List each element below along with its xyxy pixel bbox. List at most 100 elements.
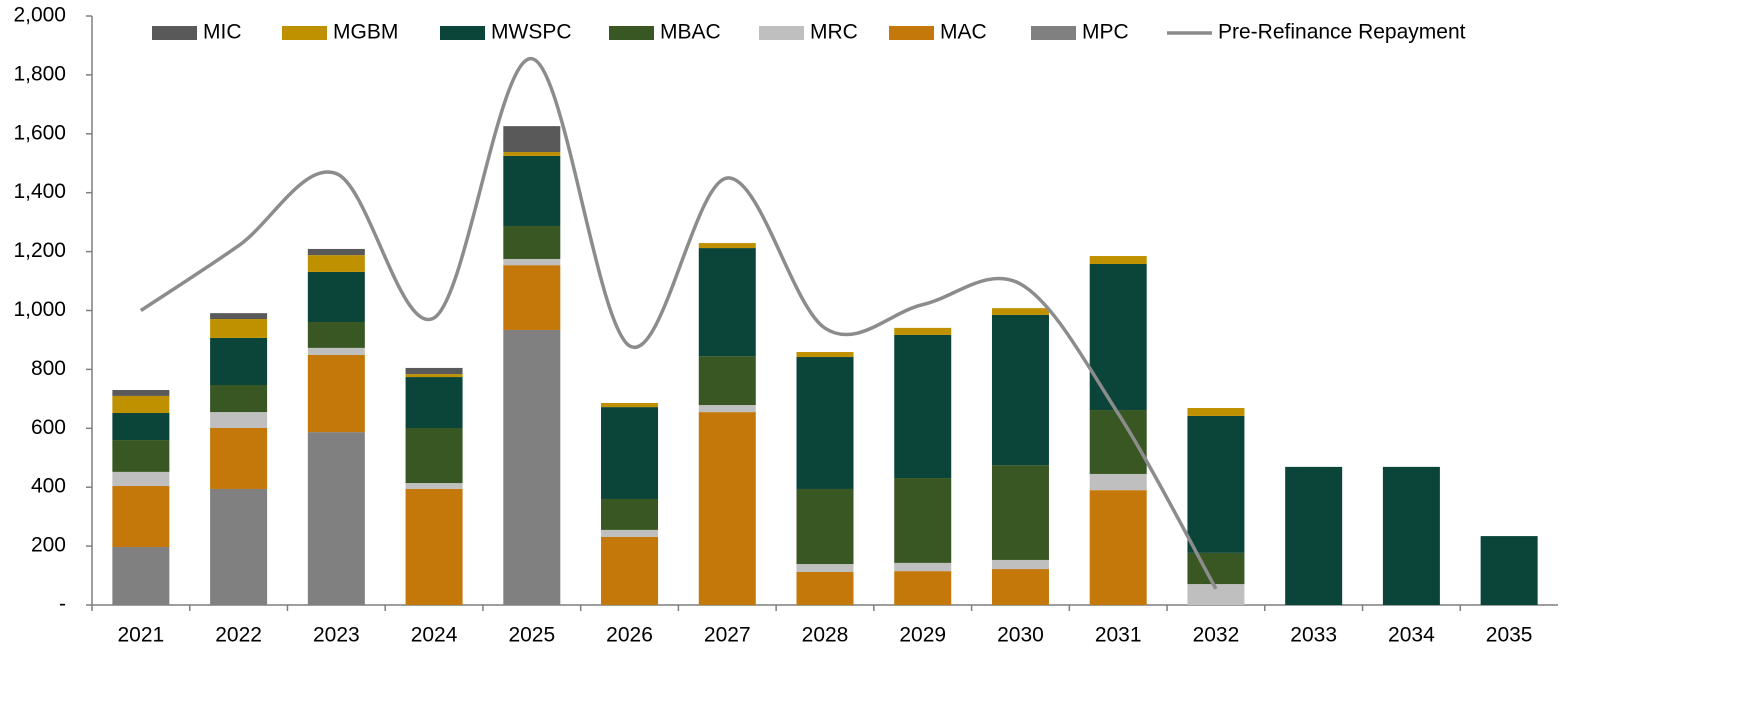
bar-segment: [894, 334, 952, 479]
bar-segment: [1382, 466, 1440, 605]
bar-segment: [698, 356, 756, 406]
legend-label: MRC: [810, 21, 858, 44]
y-tick-label: 1,000: [13, 298, 66, 321]
bar-segment: [307, 321, 365, 348]
bar-segment: [503, 126, 561, 153]
x-tick-label: 2030: [997, 624, 1044, 647]
x-tick-label: 2024: [411, 624, 458, 647]
y-tick-label: 2,000: [13, 4, 66, 27]
bar-segment: [307, 354, 365, 433]
bar-segment: [796, 488, 854, 565]
bar-segment: [1187, 407, 1245, 416]
bar-segment: [1089, 410, 1147, 474]
bar-segment: [601, 402, 659, 408]
bar-segment: [1089, 263, 1147, 411]
bar-segment: [991, 308, 1049, 315]
bar-segment: [210, 488, 268, 605]
bar-segment: [1187, 415, 1245, 553]
x-tick-label: 2021: [118, 624, 165, 647]
bar-segment: [503, 155, 561, 226]
x-tick-label: 2031: [1095, 624, 1142, 647]
bar-segment: [112, 412, 170, 441]
bar-segment: [601, 529, 659, 537]
legend-swatch: [759, 26, 804, 40]
y-tick-label: 800: [31, 357, 66, 380]
bar-segment: [307, 432, 365, 605]
bar-segment: [991, 314, 1049, 466]
bar-segment: [1480, 536, 1538, 605]
x-tick-label: 2026: [606, 624, 653, 647]
bar-segment: [991, 465, 1049, 560]
bar-segment: [601, 536, 659, 605]
bar-segment: [698, 405, 756, 413]
bar-segment: [1089, 490, 1147, 605]
bar-segment: [210, 412, 268, 429]
bar-segment: [796, 564, 854, 573]
bar-segment: [503, 152, 561, 156]
bar-segment: [112, 486, 170, 547]
bar-segment: [796, 572, 854, 605]
bar-segment: [307, 347, 365, 355]
bar-segment: [307, 255, 365, 272]
x-tick-label: 2035: [1486, 624, 1533, 647]
legend-swatch: [889, 26, 934, 40]
bar-segment: [503, 265, 561, 330]
bar-segment: [307, 271, 365, 322]
bar-segment: [796, 357, 854, 489]
bar-segment: [503, 329, 561, 605]
bar-segment: [307, 248, 365, 256]
x-tick-label: 2025: [508, 624, 555, 647]
legend-label: MWSPC: [491, 21, 572, 44]
bar-segment: [894, 571, 952, 605]
bar-segment: [112, 546, 170, 605]
bar-segment: [698, 248, 756, 357]
legend-label: MIC: [203, 21, 242, 44]
bar-segment: [991, 569, 1049, 605]
legend-swatch: [282, 26, 327, 40]
bar-segment: [112, 471, 170, 487]
y-tick-label: 400: [31, 475, 66, 498]
bar-segment: [894, 327, 952, 335]
x-tick-label: 2027: [704, 624, 751, 647]
bar-segment: [210, 337, 268, 386]
bar-segment: [405, 374, 463, 378]
bar-segment: [894, 562, 952, 572]
legend-label: MAC: [940, 21, 987, 44]
y-tick-label: 200: [31, 534, 66, 557]
y-tick-label: -: [59, 593, 66, 616]
legend-swatch: [1031, 26, 1076, 40]
bar-segment: [698, 243, 756, 249]
y-tick-label: 600: [31, 416, 66, 439]
x-tick-label: 2028: [802, 624, 849, 647]
legend-swatch: [152, 26, 197, 40]
bar-segment: [1285, 466, 1343, 605]
bar-segment: [112, 395, 170, 413]
x-tick-label: 2029: [899, 624, 946, 647]
bar-segment: [698, 412, 756, 605]
bar-segment: [1089, 256, 1147, 264]
bar-segment: [405, 428, 463, 484]
bar-segment: [210, 319, 268, 338]
y-tick-label: 1,400: [13, 180, 66, 203]
legend-label: MGBM: [333, 21, 398, 44]
bar-segment: [991, 559, 1049, 570]
bar-segment: [405, 488, 463, 605]
bar-segment: [112, 390, 170, 396]
bar-segment: [503, 258, 561, 266]
bar-segment: [601, 498, 659, 530]
x-tick-label: 2033: [1290, 624, 1337, 647]
bar-segment: [601, 407, 659, 499]
bar-segment: [1187, 552, 1245, 585]
y-tick-label: 1,800: [13, 62, 66, 85]
bar-segment: [210, 385, 268, 413]
bar-segment: [405, 483, 463, 489]
y-tick-label: 1,600: [13, 121, 66, 144]
x-tick-label: 2032: [1193, 624, 1240, 647]
bar-segment: [210, 313, 268, 320]
legend-label: MBAC: [660, 21, 721, 44]
legend-label: Pre-Refinance Repayment: [1218, 21, 1466, 44]
bar-segment: [1187, 584, 1245, 605]
bar-segment: [796, 352, 854, 358]
